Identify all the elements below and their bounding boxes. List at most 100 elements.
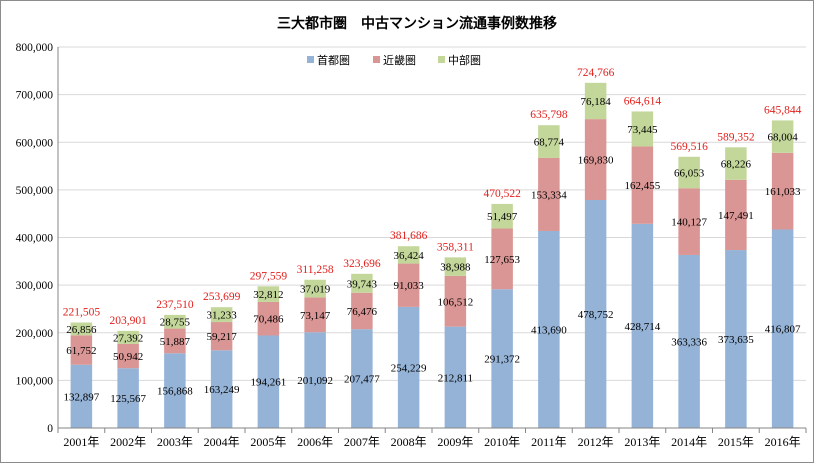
bar-segment	[771, 152, 794, 230]
bar-segment	[444, 257, 467, 276]
total-value-label: 221,505	[63, 307, 101, 319]
legend-swatch	[307, 56, 314, 63]
legend-label: 近畿圏	[383, 53, 416, 67]
bar-segment	[117, 368, 139, 428]
bar-segment	[491, 203, 513, 229]
segment-value-label: 28,755	[160, 317, 191, 329]
x-tick-label: 2013年	[624, 435, 660, 449]
total-value-label: 323,696	[343, 258, 381, 270]
legend-swatch	[373, 56, 380, 63]
bar-segment	[631, 146, 654, 224]
segment-value-label: 201,092	[297, 375, 333, 387]
bar-segment	[210, 307, 233, 323]
total-value-label: 645,844	[764, 104, 802, 116]
bar-segment	[725, 250, 747, 428]
segment-value-label: 38,988	[440, 262, 471, 274]
segment-value-label: 207,477	[344, 374, 380, 386]
segment-value-label: 27,392	[113, 332, 143, 344]
segment-value-label: 68,226	[721, 159, 752, 171]
legend-label: 首都圏	[317, 53, 350, 67]
x-tick-label: 2001年	[63, 435, 99, 449]
bar-segment	[491, 228, 513, 290]
bar-segment	[584, 82, 607, 120]
total-value-label: 253,699	[203, 291, 241, 303]
bar-segment	[164, 353, 186, 428]
bar-segment	[678, 188, 700, 255]
y-tick-label: 0	[47, 423, 53, 435]
segment-value-label: 68,774	[534, 137, 565, 149]
x-tick-label: 2008年	[391, 435, 427, 449]
segment-value-label: 70,486	[253, 314, 284, 326]
total-value-label: 569,516	[670, 141, 708, 153]
bar-segment	[164, 328, 186, 354]
bar-segment	[257, 335, 280, 428]
y-tick-label: 700,000	[16, 90, 54, 102]
total-value-label: 724,766	[577, 67, 615, 79]
segment-value-label: 51,497	[487, 211, 518, 223]
bar-segment	[351, 273, 373, 293]
bar-segment	[397, 263, 420, 307]
segment-value-label: 416,807	[765, 324, 801, 336]
bar-segment	[631, 223, 654, 428]
total-value-label: 664,614	[624, 95, 662, 107]
segment-value-label: 428,714	[625, 321, 661, 333]
bar-segment	[397, 246, 420, 264]
bar-segment	[304, 279, 326, 298]
segment-value-label: 132,897	[64, 391, 100, 403]
x-tick-label: 2012年	[578, 435, 614, 449]
x-tick-label: 2006年	[297, 435, 333, 449]
segment-value-label: 254,229	[391, 362, 427, 374]
total-value-label: 381,686	[390, 230, 428, 242]
segment-value-label: 212,811	[438, 372, 473, 384]
bar-segment	[725, 179, 747, 251]
segment-value-label: 51,887	[160, 336, 191, 348]
bar-segment	[584, 199, 607, 428]
bar-segment	[678, 254, 700, 428]
bar-segment	[538, 157, 560, 231]
bar-segment	[584, 119, 607, 200]
y-tick-label: 300,000	[16, 280, 54, 292]
total-value-label: 358,311	[437, 241, 474, 253]
x-tick-label: 2011年	[531, 435, 567, 449]
bar-segment	[70, 322, 93, 336]
data-labels: 132,897 61,752 26,856 221,505 125,567 50,942 2…	[63, 67, 802, 405]
segment-value-label: 73,147	[300, 310, 331, 322]
segment-value-label: 66,053	[674, 167, 705, 179]
x-tick-label: 2009年	[437, 435, 473, 449]
segment-value-label: 91,033	[394, 280, 425, 292]
segment-value-label: 478,752	[578, 309, 614, 321]
segment-value-label: 125,567	[110, 393, 146, 405]
total-value-label: 470,522	[483, 188, 521, 200]
segment-value-label: 363,336	[671, 336, 707, 348]
bar-segment	[70, 364, 93, 428]
y-tick-label: 200,000	[16, 328, 54, 340]
y-tick-label: 100,000	[16, 375, 54, 387]
bar-segment	[538, 230, 560, 428]
segment-value-label: 31,233	[207, 310, 238, 322]
bar-segment	[444, 275, 467, 327]
chart-title: 三大都市圏 中古マンション流通事例数推移	[277, 15, 557, 32]
segment-value-label: 32,812	[253, 289, 283, 301]
segment-value-label: 127,653	[484, 254, 520, 266]
bars	[70, 82, 794, 428]
segment-value-label: 39,743	[347, 278, 378, 290]
y-tick-label: 500,000	[16, 185, 54, 197]
bar-segment	[631, 111, 654, 147]
bar-segment	[164, 314, 186, 329]
bar-segment	[117, 343, 139, 369]
segment-value-label: 26,856	[66, 324, 97, 336]
bar-segment	[210, 350, 233, 428]
segment-value-label: 169,830	[578, 155, 614, 167]
x-tick-label: 2003年	[157, 435, 193, 449]
segment-value-label: 61,752	[66, 345, 96, 357]
x-tick-label: 2010年	[484, 435, 520, 449]
bar-segment	[397, 306, 420, 428]
segment-value-label: 163,249	[204, 384, 240, 396]
segment-value-label: 291,372	[484, 354, 520, 366]
bar-segment	[257, 301, 280, 336]
total-value-label: 237,510	[156, 299, 194, 311]
segment-value-label: 153,334	[531, 189, 567, 201]
bar-segment	[491, 289, 513, 428]
